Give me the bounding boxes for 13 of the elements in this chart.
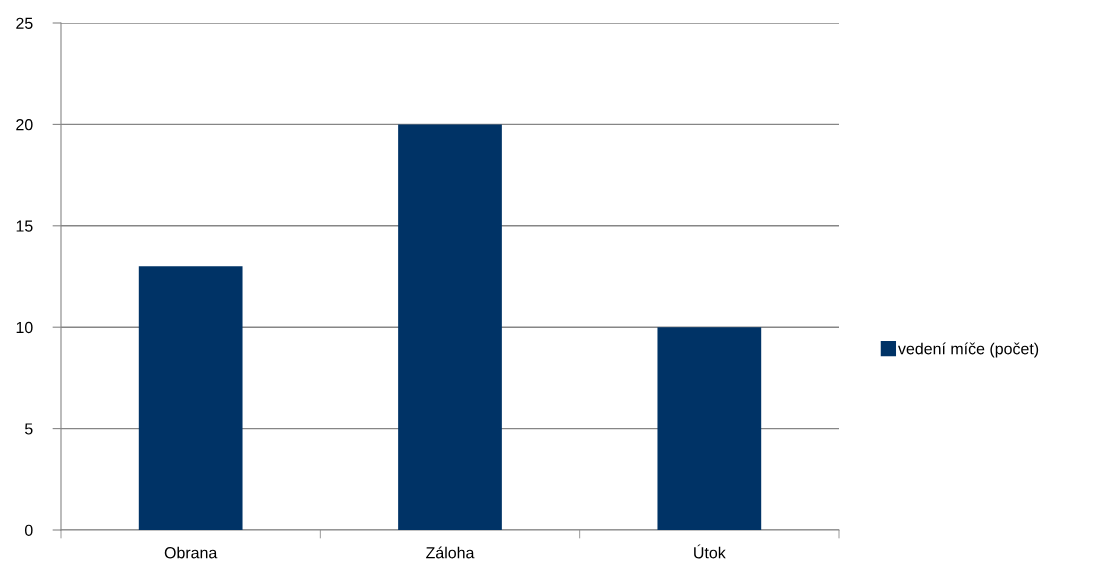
x-tick-label: Obrana — [164, 546, 218, 559]
y-tick-label: 20 — [16, 119, 33, 131]
bar — [138, 266, 243, 530]
x-tick-label: Záloha — [426, 546, 475, 559]
x-tick-label: Útok — [694, 544, 726, 559]
y-tick-label: 15 — [16, 220, 33, 232]
y-tick-label: 25 — [16, 17, 33, 29]
y-tick-label: 0 — [24, 524, 33, 536]
legend-label: vedení míče (počet) — [898, 342, 1039, 358]
bar — [398, 124, 502, 530]
bar — [657, 327, 762, 530]
y-tick-label: 5 — [24, 423, 33, 435]
y-tick-label: 10 — [16, 321, 33, 334]
